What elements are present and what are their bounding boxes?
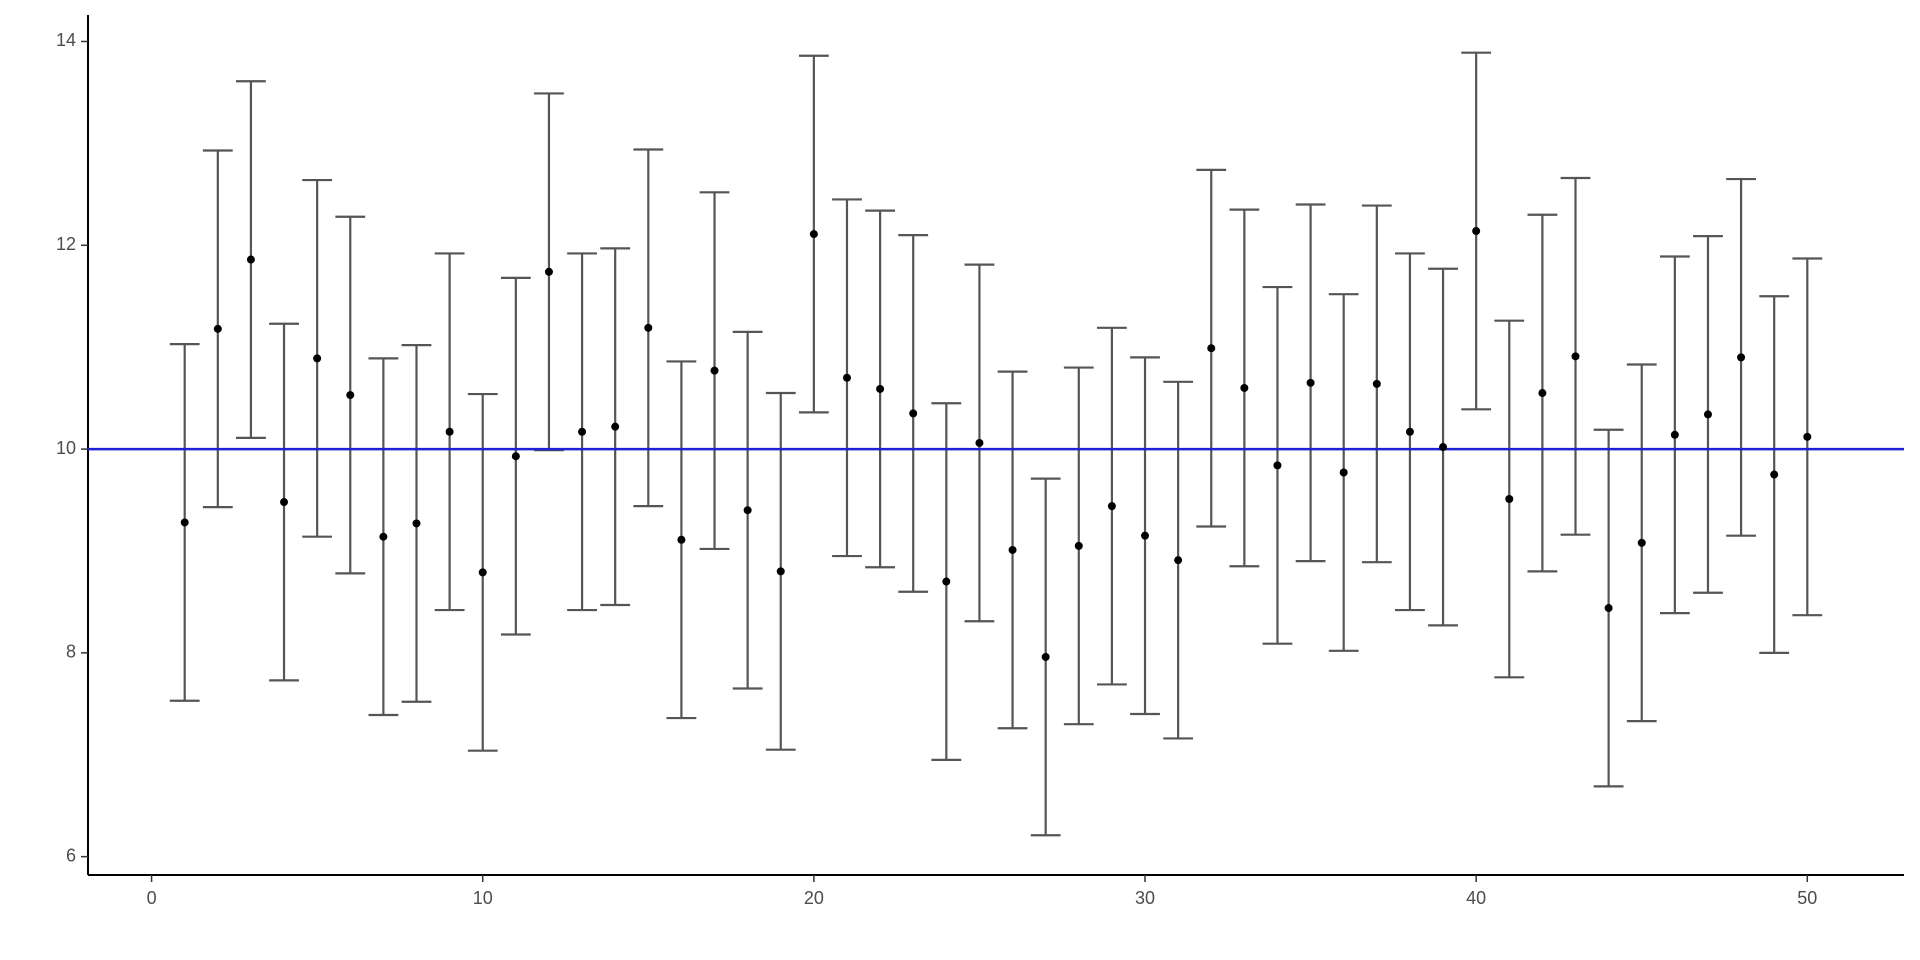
point [776,567,785,576]
point [677,535,686,544]
x-tick-label: 30 [1135,888,1155,908]
point [1174,556,1183,565]
point [975,438,984,447]
point [1339,468,1348,477]
point [842,373,851,382]
point [909,409,918,418]
point [1405,427,1414,436]
x-tick-label: 20 [804,888,824,908]
point [412,519,421,528]
point [1372,379,1381,388]
point [876,384,885,393]
point [809,230,818,239]
y-tick-label: 14 [56,30,76,50]
point [644,323,653,332]
y-tick-label: 8 [66,642,76,662]
point [379,532,388,541]
point [1306,378,1315,387]
point [1008,545,1017,554]
point [1604,604,1613,613]
point [942,577,951,586]
point [1141,531,1150,540]
point [1737,353,1746,362]
point [1074,541,1083,550]
point [743,506,752,515]
point [478,568,487,577]
point [1571,352,1580,361]
point [1703,410,1712,419]
point [544,267,553,276]
point [1670,430,1679,439]
x-tick-label: 40 [1466,888,1486,908]
point [1770,470,1779,479]
point [1107,502,1116,511]
point [246,255,255,264]
point [180,518,189,527]
point [445,427,454,436]
y-tick-label: 12 [56,234,76,254]
point [710,366,719,375]
point [1041,652,1050,661]
point [1538,389,1547,398]
point [1273,461,1282,470]
point [1240,383,1249,392]
y-tick-label: 6 [66,845,76,865]
point [611,422,620,431]
point [1803,432,1812,441]
point [1439,443,1448,452]
point [1637,538,1646,547]
point [578,427,587,436]
x-tick-label: 10 [473,888,493,908]
point [1505,495,1514,504]
x-tick-label: 50 [1797,888,1817,908]
point [213,324,222,333]
y-tick-label: 10 [56,438,76,458]
point [1207,344,1216,353]
point [346,391,355,400]
x-tick-label: 0 [147,888,157,908]
point [280,498,289,507]
point [313,354,322,363]
point [511,452,520,461]
point [1472,227,1481,236]
